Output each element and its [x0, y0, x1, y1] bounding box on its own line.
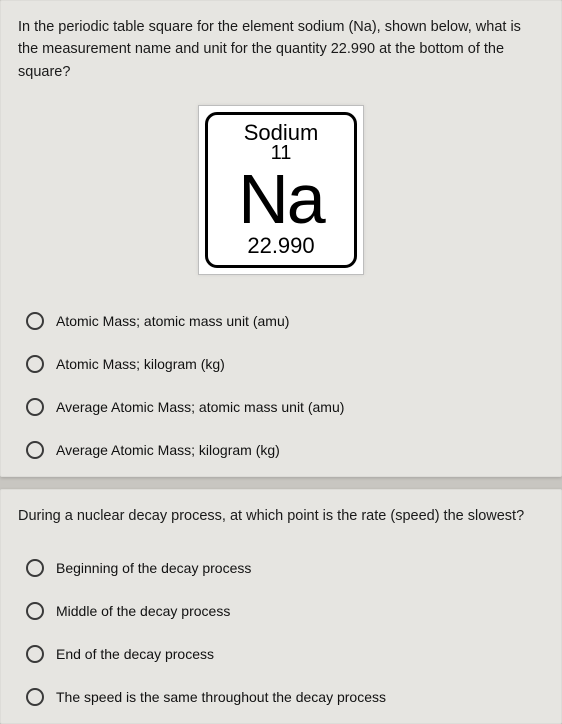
element-mass: 22.990 [212, 234, 350, 257]
option-label: End of the decay process [56, 646, 214, 662]
option-label: The speed is the same throughout the dec… [56, 689, 386, 705]
question-prompt: In the periodic table square for the ele… [18, 16, 544, 83]
option-row[interactable]: Beginning of the decay process [0, 546, 562, 589]
radio-icon[interactable] [26, 688, 44, 706]
option-row[interactable]: Atomic Mass; atomic mass unit (amu) [0, 299, 562, 342]
options-list: Beginning of the decay process Middle of… [0, 546, 562, 724]
option-label: Average Atomic Mass; atomic mass unit (a… [56, 399, 344, 415]
options-list: Atomic Mass; atomic mass unit (amu) Atom… [0, 299, 562, 477]
option-label: Atomic Mass; atomic mass unit (amu) [56, 313, 289, 329]
radio-icon[interactable] [26, 645, 44, 663]
radio-icon[interactable] [26, 355, 44, 373]
element-symbol: Na [212, 166, 350, 233]
option-row[interactable]: The speed is the same throughout the dec… [0, 675, 562, 718]
option-label: Atomic Mass; kilogram (kg) [56, 356, 225, 372]
radio-icon[interactable] [26, 441, 44, 459]
question-card-2: During a nuclear decay process, at which… [0, 489, 562, 723]
question-card-1: In the periodic table square for the ele… [0, 0, 562, 477]
option-label: Middle of the decay process [56, 603, 230, 619]
option-label: Average Atomic Mass; kilogram (kg) [56, 442, 280, 458]
question-body: During a nuclear decay process, at which… [0, 489, 562, 545]
radio-icon[interactable] [26, 559, 44, 577]
element-tile: Sodium 11 Na 22.990 [205, 112, 357, 268]
question-prompt: During a nuclear decay process, at which… [18, 505, 544, 527]
option-row[interactable]: Middle of the decay process [0, 589, 562, 632]
option-row[interactable]: Average Atomic Mass; kilogram (kg) [0, 428, 562, 471]
radio-icon[interactable] [26, 602, 44, 620]
radio-icon[interactable] [26, 312, 44, 330]
card-gap [0, 477, 562, 489]
option-label: Beginning of the decay process [56, 560, 251, 576]
element-tile-frame: Sodium 11 Na 22.990 [198, 105, 364, 275]
element-figure: Sodium 11 Na 22.990 [18, 93, 544, 291]
option-row[interactable]: End of the decay process [0, 632, 562, 675]
option-row[interactable]: Average Atomic Mass; atomic mass unit (a… [0, 385, 562, 428]
radio-icon[interactable] [26, 398, 44, 416]
option-row[interactable]: Atomic Mass; kilogram (kg) [0, 342, 562, 385]
question-body: In the periodic table square for the ele… [0, 0, 562, 299]
